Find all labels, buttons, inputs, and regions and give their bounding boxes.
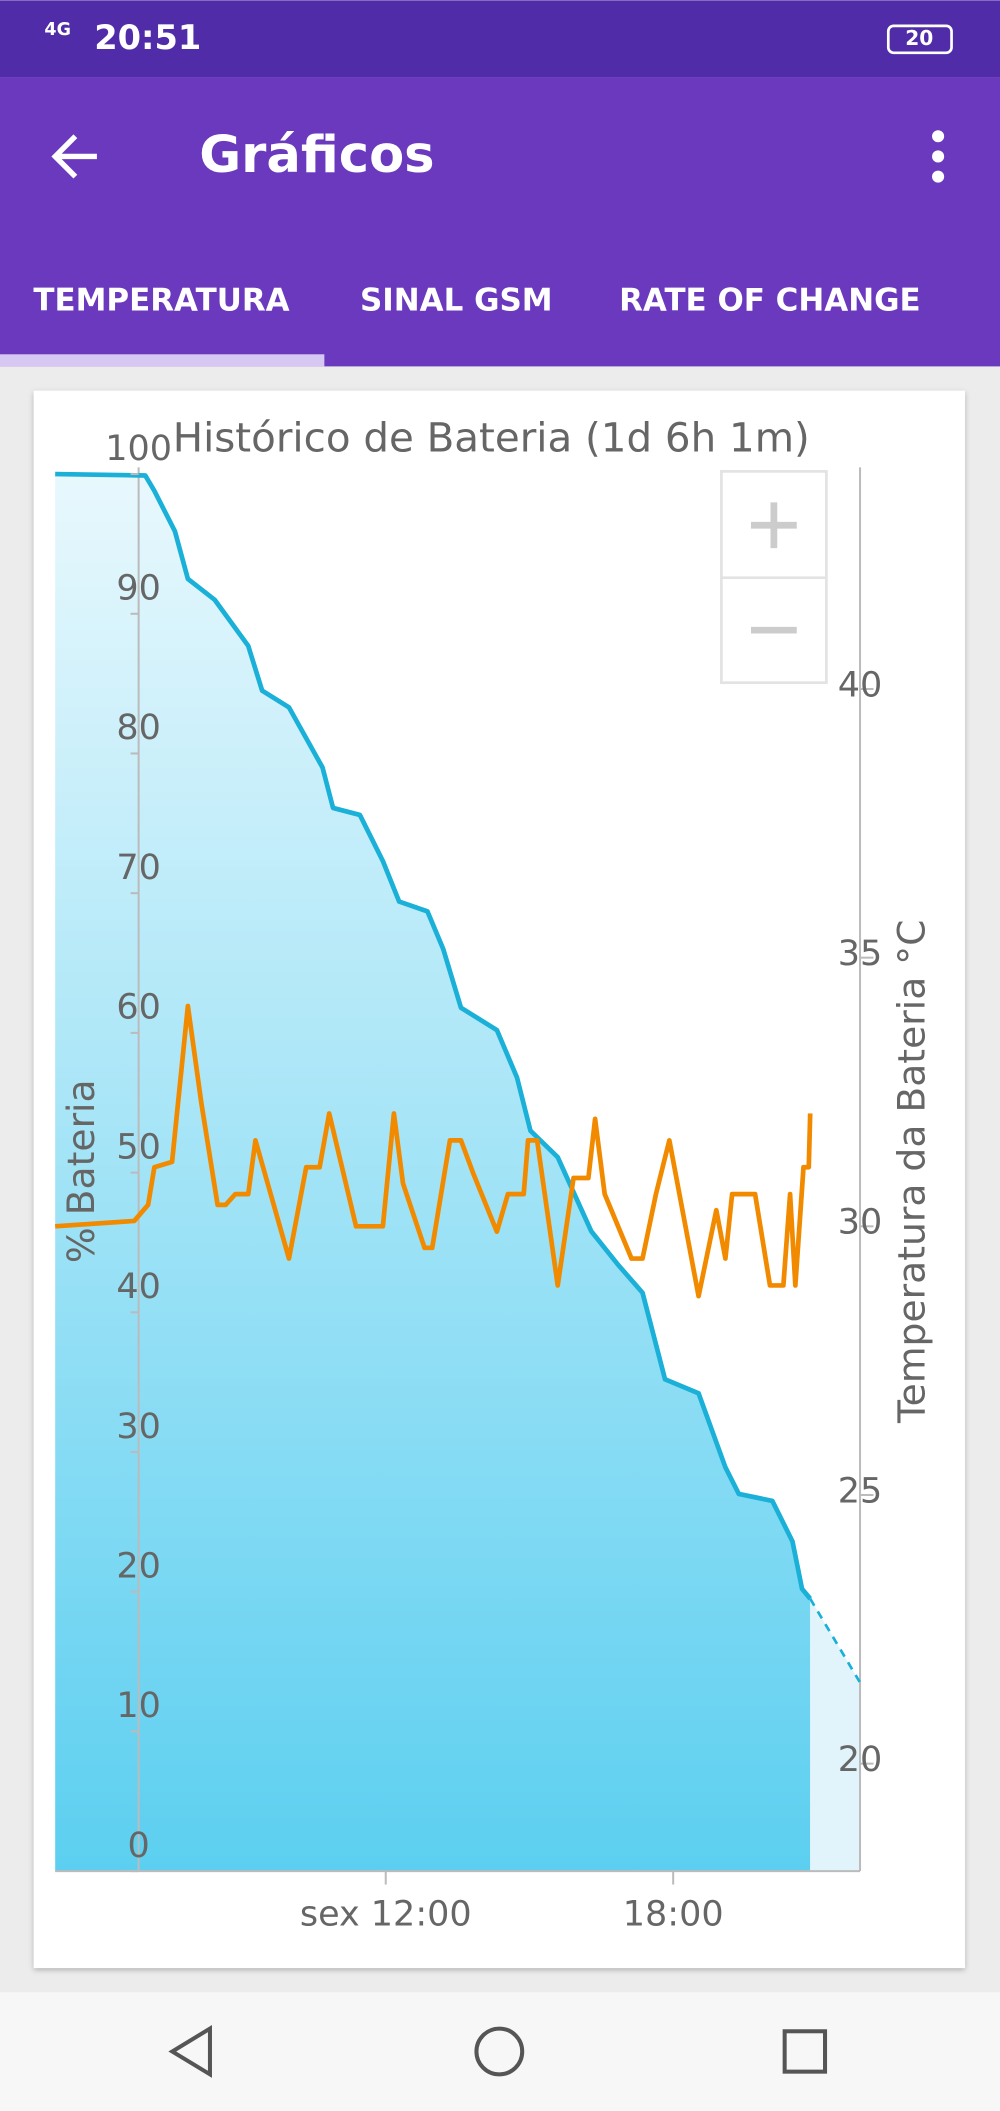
x-tick-label: sex 12:00	[300, 1895, 472, 1935]
y-tick-label: 90	[116, 569, 161, 609]
x-tick-label: 18:00	[623, 1895, 724, 1935]
tab[interactable]: TEMPERATURA	[33, 282, 289, 318]
y2-axis-title: Temperatura da Bateria °C	[889, 920, 933, 1424]
back-button[interactable]	[51, 134, 97, 179]
tab-indicator	[0, 354, 325, 367]
y-tick-label: 20	[116, 1546, 161, 1586]
y2-tick-label: 30	[838, 1203, 883, 1243]
y-tick-label: 100	[105, 429, 172, 469]
app-title: Gráficos	[199, 126, 434, 185]
y-tick-label: 30	[116, 1407, 161, 1447]
y-tick-label: 50	[116, 1127, 161, 1167]
line	[55, 1003, 813, 1299]
zoom-in[interactable]	[751, 502, 797, 549]
y-axis-title: % Bateria	[59, 1079, 103, 1263]
battery-icon	[886, 24, 953, 55]
y2-tick-label: 35	[838, 934, 883, 974]
line	[809, 1598, 862, 1684]
plot: 0 10 20 30 40 50 60 70 80 90 100 20 25 30 35 40 sex 12:0…	[55, 429, 882, 1935]
y-tick-label: 0	[127, 1826, 149, 1866]
y-tick-label: 40	[116, 1267, 161, 1307]
y-tick-label: 10	[116, 1686, 161, 1726]
tab[interactable]: RATE OF CHANGE	[619, 282, 921, 318]
y-tick-label: 60	[116, 988, 161, 1028]
y-tick-label: 80	[116, 708, 161, 748]
area	[55, 474, 811, 1872]
zoom-control	[720, 470, 828, 685]
y2-tick-label: 20	[838, 1740, 883, 1780]
y-tick-label: 70	[116, 848, 161, 888]
tab[interactable]: SINAL GSM	[360, 282, 553, 318]
app-bar	[0, 77, 1000, 367]
nav-back[interactable]	[168, 2024, 212, 2078]
area	[810, 1598, 861, 1872]
y2-tick-label: 40	[838, 665, 883, 705]
y2-tick-label: 25	[838, 1471, 883, 1511]
nav-bar	[0, 1992, 1000, 2111]
battery-level: 20	[905, 26, 933, 50]
menu-button[interactable]	[932, 130, 945, 183]
clock: 20:51	[94, 18, 201, 57]
chart-title: Histórico de Bateria (1d 6h 1m)	[173, 414, 810, 461]
status-bar	[0, 0, 1000, 78]
nav-recents[interactable]	[782, 2029, 828, 2074]
network: 4G	[44, 20, 71, 40]
line	[55, 471, 813, 1601]
nav-home[interactable]	[474, 2026, 525, 2077]
